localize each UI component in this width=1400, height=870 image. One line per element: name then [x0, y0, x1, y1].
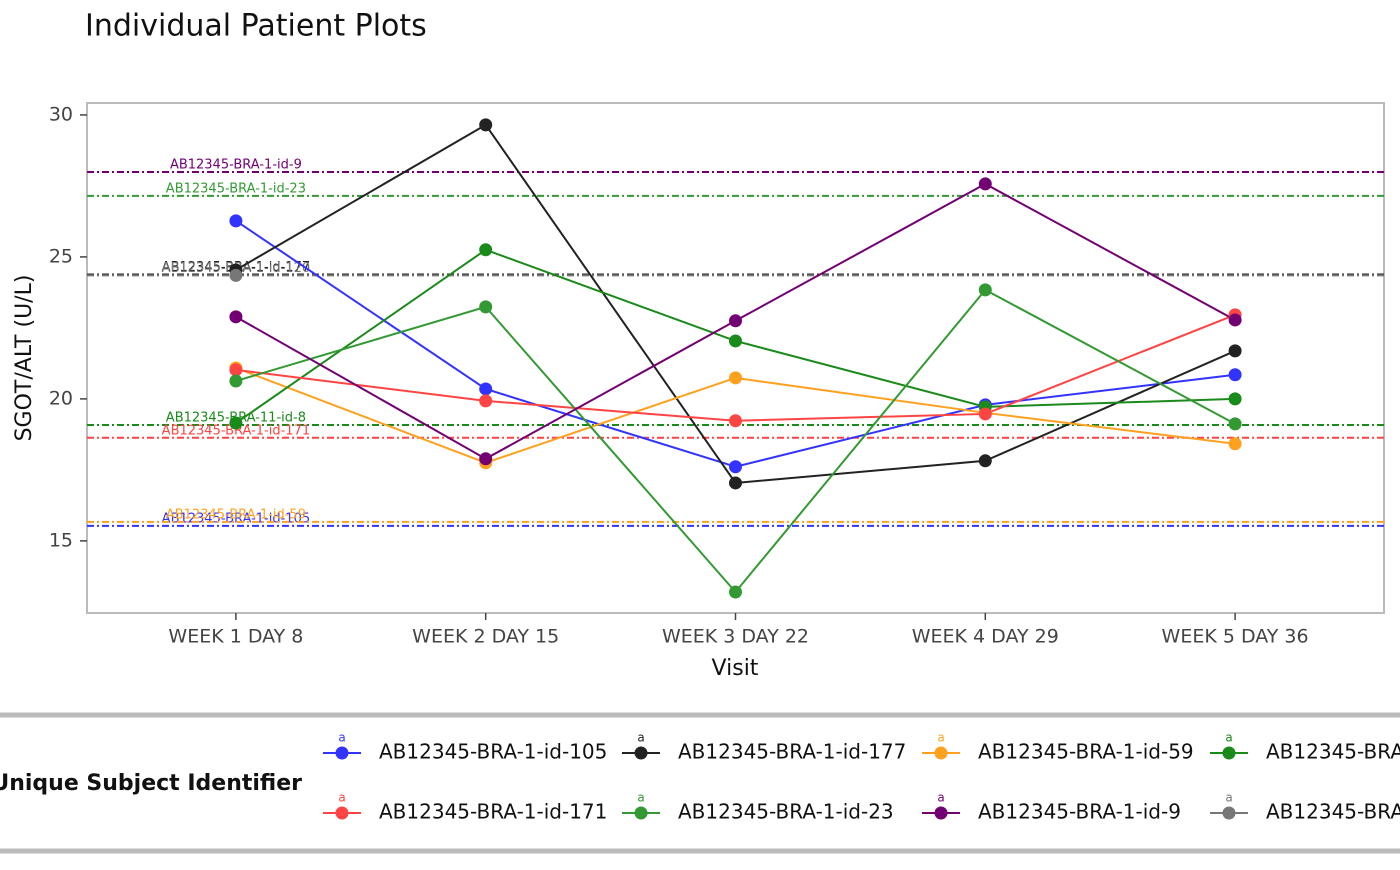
data-point: [1228, 313, 1242, 327]
legend-label: AB12345-BRA-1-id-171: [379, 800, 607, 824]
legend-label: AB12345-BRA-1-id-177: [678, 740, 906, 764]
y-tick-label: 30: [49, 103, 73, 125]
data-point: [229, 374, 243, 388]
legend-label: AB12345-BRA-1-id-23: [678, 800, 894, 824]
legend-key-glyph: a: [338, 731, 345, 745]
data-point: [229, 268, 243, 282]
legend-key-glyph: a: [1225, 791, 1232, 805]
data-point: [978, 454, 992, 468]
data-point: [479, 382, 493, 396]
data-point: [978, 177, 992, 191]
data-point: [479, 300, 493, 314]
data-point: [1228, 344, 1242, 358]
baseline-label: AB12345-BRA-1-id-59: [166, 507, 306, 522]
y-axis-title: SGOT/ALT (U/L): [12, 275, 37, 442]
data-point: [479, 394, 493, 408]
series-line: [235, 123, 1236, 484]
data-point: [479, 118, 493, 132]
chart-title: Individual Patient Plots: [85, 9, 427, 44]
legend-key-point: [634, 746, 648, 760]
data-point: [229, 214, 243, 228]
x-axis-title: Visit: [712, 656, 759, 681]
baseline-label: AB12345-BRA-1-id-171: [162, 423, 310, 438]
data-point: [729, 585, 742, 599]
legend-key-point: [934, 746, 948, 760]
legend-label: AB12345-BRA-1-id-59: [978, 740, 1194, 764]
data-point: [729, 334, 742, 348]
legend-key-glyph: a: [637, 731, 644, 745]
data-point: [729, 371, 742, 385]
legend-key-point: [1222, 806, 1236, 820]
legend-key-point: [934, 806, 948, 820]
x-tick-label: WEEK 1 DAY 8: [168, 626, 303, 648]
data-point: [229, 310, 243, 324]
panel-border: [86, 102, 1385, 614]
x-tick-label: WEEK 5 DAY 36: [1162, 626, 1309, 648]
legend-key-point: [335, 806, 349, 820]
legend-label: AB12345-BRA-1-id-120: [1266, 800, 1400, 824]
baseline-label: AB12345-BRA-1-id-23: [166, 181, 306, 196]
data-point: [978, 407, 992, 421]
data-point: [729, 460, 742, 474]
legend-key-point: [634, 806, 648, 820]
data-point: [729, 314, 742, 328]
y-tick-label: 25: [49, 245, 73, 267]
data-point: [479, 243, 493, 257]
data-point: [229, 363, 243, 377]
legend-key-glyph: a: [338, 791, 345, 805]
x-tick-label: WEEK 4 DAY 29: [912, 626, 1059, 648]
baseline-label: AB12345-BRA-1-id-9: [170, 158, 302, 173]
legend-key-point: [1222, 746, 1236, 760]
legend-label: AB12345-BRA-1-id-105: [379, 740, 607, 764]
legend-key-glyph: a: [937, 791, 944, 805]
data-point: [479, 452, 493, 466]
y-tick-label: 20: [49, 387, 73, 409]
data-point: [1228, 392, 1242, 406]
data-point: [729, 476, 742, 490]
series-line: [235, 313, 1236, 422]
legend-key-glyph: a: [637, 791, 644, 805]
data-point: [1228, 417, 1242, 431]
x-tick-label: WEEK 2 DAY 15: [412, 626, 559, 648]
data-point: [229, 416, 243, 430]
legend-label: AB12345-BRA-1-id-9: [978, 800, 1181, 824]
legend-key-glyph: a: [937, 731, 944, 745]
y-tick-label: 15: [49, 529, 73, 551]
legend-key-glyph: a: [1225, 731, 1232, 745]
x-tick-label: WEEK 3 DAY 22: [662, 626, 809, 648]
data-point: [978, 283, 992, 297]
data-point: [1228, 437, 1242, 451]
data-point: [1228, 368, 1242, 382]
data-point: [729, 414, 742, 428]
legend-key-point: [335, 746, 349, 760]
legend-label: AB12345-BRA-11-id-8: [1266, 740, 1400, 764]
legend-title: Unique Subject Identifier: [0, 771, 302, 796]
